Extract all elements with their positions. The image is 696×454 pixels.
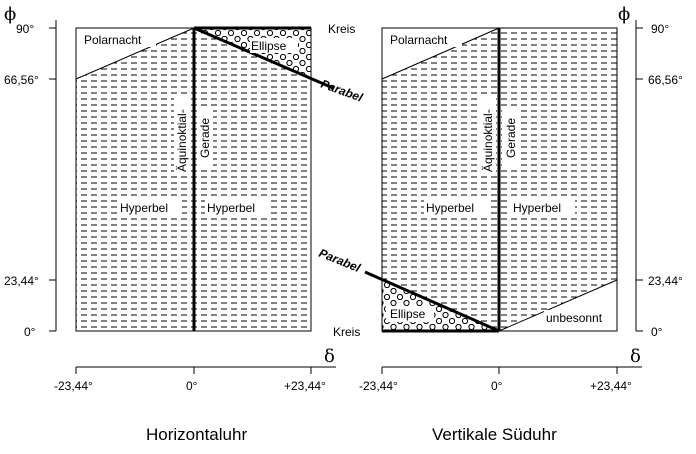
right-panel: Polarnacht Ellipse Kreis Parabel Hyperbe… [317, 27, 618, 339]
right-hyperbel-right-label: Hyperbel [513, 201, 561, 215]
right-ellipse-label: Ellipse [390, 307, 426, 321]
right-gerade-label: Gerade [504, 118, 518, 158]
right-polarnacht-line [381, 27, 500, 80]
left-phi-tick-6656: 66,56° [4, 73, 39, 87]
right-unbesonnt-line [498, 279, 618, 332]
left-delta-symbol: δ [324, 346, 335, 367]
right-parabel-label: Parabel [317, 246, 363, 275]
left-panel: Polarnacht Ellipse Kreis Parabel Hyperbe… [75, 22, 365, 332]
left-gerade-label: Gerade [198, 118, 212, 158]
right-hyperbel-region-left [382, 28, 499, 331]
right-caption: Vertikale Süduhr [432, 425, 557, 444]
right-delta-tick-neg: -23,44° [359, 379, 398, 393]
left-hyperbel-region-left [76, 28, 194, 331]
right-phi-symbol: ϕ [618, 4, 630, 25]
right-unbesonnt-label: unbesonnt [546, 311, 603, 325]
left-phi-tick-0: 0° [24, 325, 36, 339]
right-phi-axis: ϕ 90° 66,56° 23,44° 0° [618, 4, 683, 339]
left-aequinoktial-label: Äquinoktial- [175, 109, 189, 172]
right-parabel-line [364, 270, 500, 333]
left-phi-tick-90: 90° [16, 22, 34, 36]
left-hyperbel-region-right [194, 28, 311, 331]
right-phi-tick-90: 90° [651, 22, 669, 36]
right-hyperbel-region-right [499, 28, 617, 331]
left-delta-axis: δ -23,44° 0° +23,44° [54, 346, 336, 393]
left-caption: Horizontaluhr [146, 425, 247, 444]
right-delta-symbol: δ [630, 346, 641, 367]
right-phi-tick-6656: 66,56° [648, 73, 683, 87]
left-delta-tick-0: 0° [186, 379, 198, 393]
right-phi-tick-2344: 23,44° [648, 274, 683, 288]
right-delta-tick-pos: +23,44° [590, 379, 632, 393]
left-ellipse-label: Ellipse [251, 39, 287, 53]
left-phi-symbol: ϕ [4, 4, 16, 25]
right-delta-tick-0: 0° [491, 379, 503, 393]
right-phi-tick-0: 0° [651, 325, 663, 339]
right-kreis-label: Kreis [333, 325, 360, 339]
left-hyperbel-right-label: Hyperbel [207, 201, 255, 215]
left-phi-tick-2344: 23,44° [4, 274, 39, 288]
right-hyperbel-left-label: Hyperbel [426, 201, 474, 215]
left-parabel-line [193, 26, 334, 90]
right-delta-axis: δ -23,44° 0° +23,44° [359, 346, 642, 393]
left-hyperbel-left-label: Hyperbel [120, 201, 168, 215]
left-kreis-label: Kreis [328, 22, 355, 36]
right-polarnacht-label: Polarnacht [390, 33, 448, 47]
left-phi-axis: ϕ 90° 66,56° 23,44° 0° [4, 4, 57, 339]
right-aequinoktial-label: Äquinoktial- [481, 109, 495, 172]
left-delta-tick-neg: -23,44° [54, 379, 93, 393]
left-parabel-label: Parabel [319, 77, 365, 105]
left-polarnacht-line [75, 27, 195, 80]
left-delta-tick-pos: +23,44° [284, 379, 326, 393]
left-polarnacht-label: Polarnacht [84, 33, 142, 47]
